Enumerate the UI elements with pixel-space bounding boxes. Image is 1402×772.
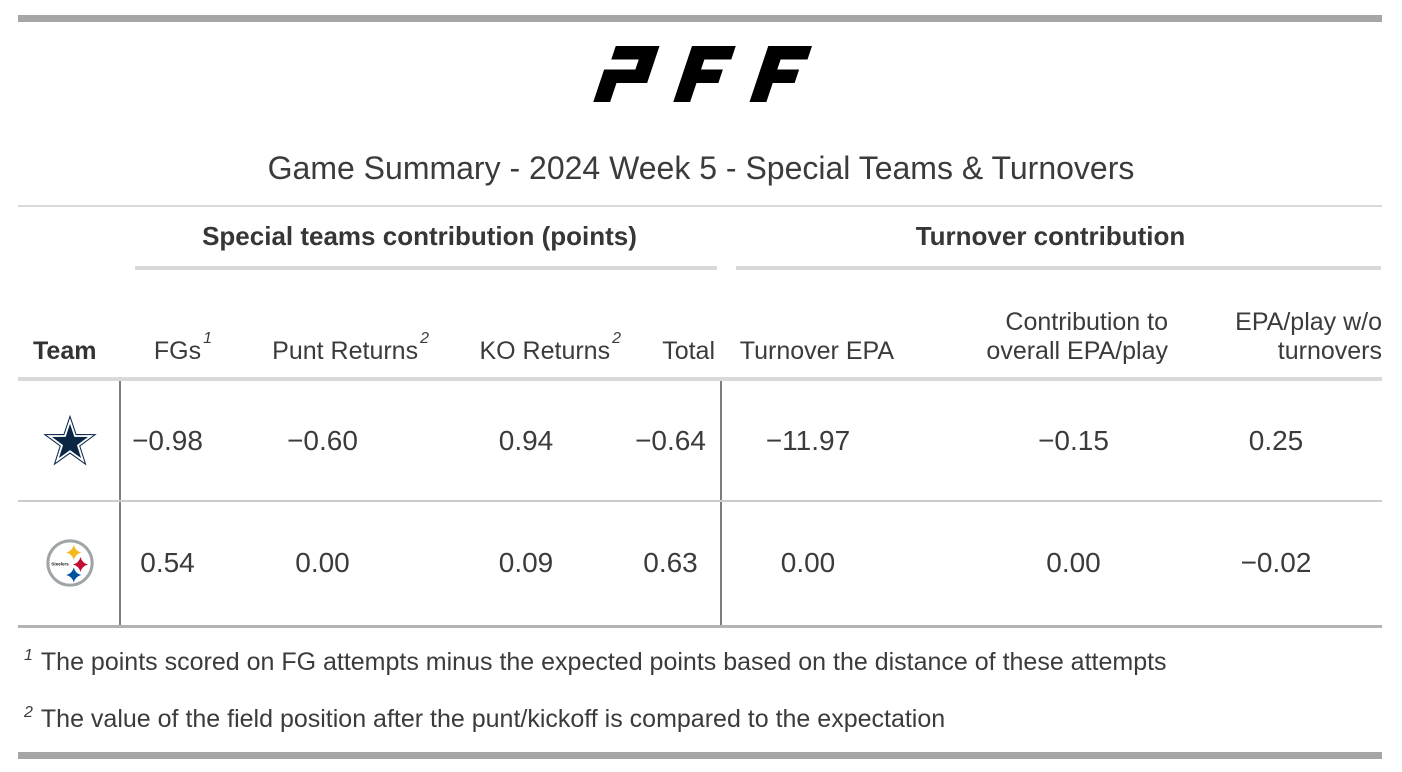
cowboys-fgs-value: −0.98 bbox=[132, 425, 203, 456]
title-rule bbox=[18, 205, 1382, 207]
steelers-fgs-value: 0.54 bbox=[140, 547, 195, 578]
column-header-total: Total bbox=[662, 337, 715, 365]
footnote-marker-2: 2 bbox=[612, 330, 621, 347]
footnote-marker-1: 1 bbox=[203, 330, 212, 347]
group-header-turnover: Turnover contribution bbox=[915, 221, 1186, 251]
steelers-wordmark: Steelers bbox=[51, 561, 69, 566]
table-bottom-rule bbox=[18, 625, 1382, 628]
column-header-epa-wo-turnovers: EPA/play w/o turnovers bbox=[1235, 308, 1382, 365]
page-title: Game Summary - 2024 Week 5 - Special Tea… bbox=[267, 150, 1135, 186]
header-bottom-rule bbox=[18, 377, 1382, 381]
group-column-divider bbox=[720, 381, 722, 627]
column-header-fgs: FGs 1 bbox=[120, 278, 212, 366]
footnote-fg-attempts: 1 The points scored on FG attempts minus … bbox=[24, 647, 1167, 676]
column-header-contribution-overall-epa: Contribution to overall EPA/play bbox=[986, 308, 1168, 365]
column-header-ko-returns: KO Returns 2 bbox=[430, 278, 621, 366]
bottom-divider-bar bbox=[18, 752, 1382, 759]
cowboys-star-logo bbox=[42, 414, 97, 466]
footnote-field-position: 2 The value of the field position after t… bbox=[24, 704, 946, 733]
column-header-punt-returns: Punt Returns 2 bbox=[215, 278, 429, 366]
group-underline-special-teams bbox=[135, 266, 717, 270]
cowboys-turnover-epa-value: −11.97 bbox=[765, 425, 851, 456]
cowboys-epa-wo-turnovers-value: 0.25 bbox=[1248, 425, 1304, 456]
steelers-logo: Steelers bbox=[45, 539, 94, 587]
footnote-marker-2: 2 bbox=[420, 330, 429, 347]
steelers-punt-returns-value: 0.00 bbox=[295, 547, 350, 578]
footnote-1-marker: 1 bbox=[24, 647, 33, 664]
column-header-turnover-epa: Turnover EPA bbox=[739, 337, 894, 365]
group-header-special-teams: Special teams contribution (points) bbox=[202, 221, 637, 251]
pff-letter-f1 bbox=[673, 46, 736, 102]
steelers-ko-returns-value: 0.09 bbox=[498, 547, 554, 578]
table-row-cowboys-team-cell bbox=[20, 381, 119, 501]
pff-letter-f2 bbox=[749, 46, 812, 102]
pff-logo bbox=[593, 46, 812, 102]
cowboys-contribution-epa-value: −0.15 bbox=[1038, 425, 1109, 456]
pff-letter-p bbox=[593, 46, 660, 102]
row-separator bbox=[18, 500, 1382, 502]
cowboys-ko-returns-value: 0.94 bbox=[498, 425, 554, 456]
cowboys-punt-returns-value: −0.60 bbox=[287, 425, 358, 456]
top-divider-bar bbox=[18, 15, 1382, 22]
cowboys-total-value: −0.64 bbox=[635, 425, 706, 456]
steelers-total-value: 0.63 bbox=[643, 547, 698, 578]
column-header-team: Team bbox=[33, 337, 97, 365]
footnote-2-marker: 2 bbox=[24, 704, 33, 721]
group-underline-turnover bbox=[736, 266, 1381, 270]
team-column-divider bbox=[119, 381, 121, 627]
steelers-epa-wo-turnovers-value: −0.02 bbox=[1240, 547, 1312, 578]
steelers-contribution-epa-value: 0.00 bbox=[1046, 547, 1101, 578]
table-row-steelers-team-cell: Steelers bbox=[20, 501, 119, 625]
steelers-turnover-epa-value: 0.00 bbox=[780, 547, 836, 578]
